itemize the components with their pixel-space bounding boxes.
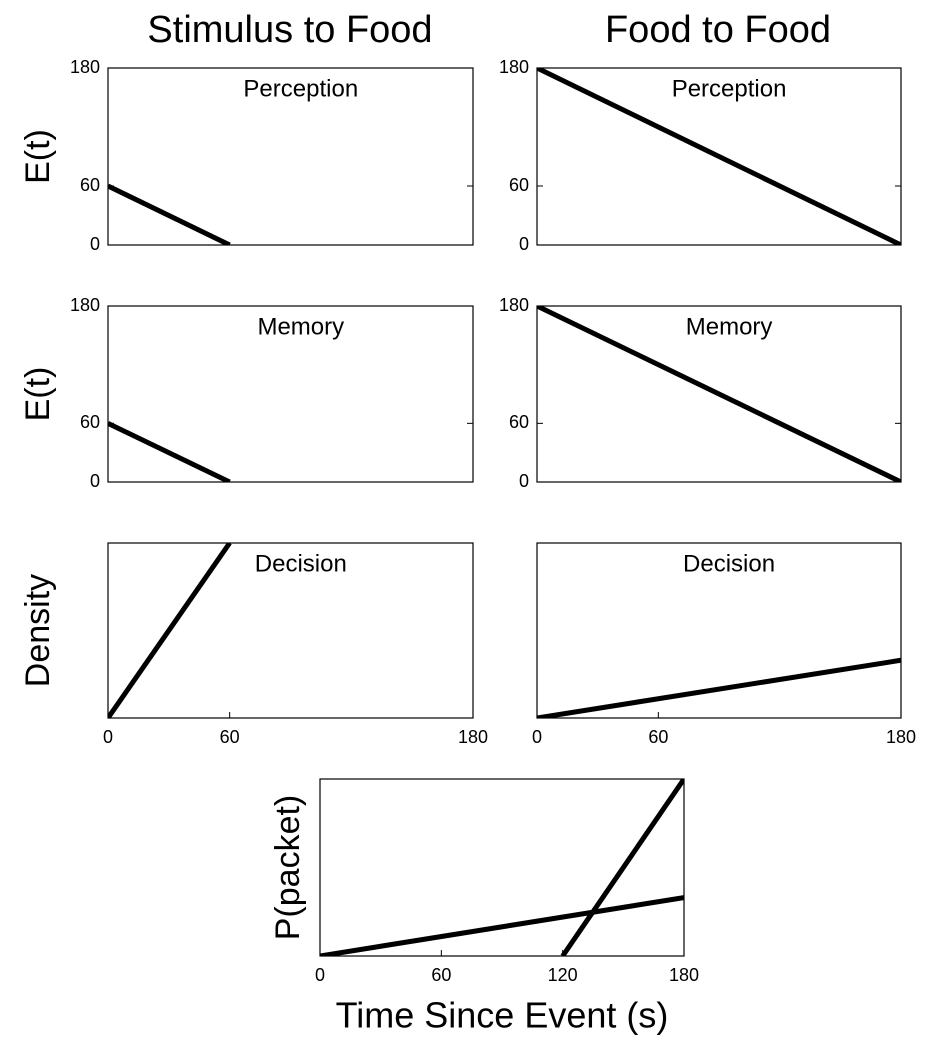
y-tick-label: 0 — [519, 471, 529, 491]
x-tick-label: 180 — [458, 727, 488, 747]
panel-annotation: Perception — [672, 75, 787, 102]
x-axis-label: Time Since Event (s) — [336, 995, 669, 1036]
data-line — [537, 657, 901, 718]
y-axis-label: E(t) — [19, 367, 57, 422]
data-line — [108, 183, 231, 245]
axes-frame — [319, 778, 685, 957]
y-axis-label: E(t) — [19, 129, 57, 184]
axes-frame — [536, 542, 902, 719]
panel-annotation: Decision — [255, 550, 347, 577]
panel-annotation: Perception — [243, 75, 358, 102]
axes-frame — [107, 542, 474, 719]
axes-frame — [536, 305, 902, 483]
x-tick-label: 0 — [315, 965, 325, 985]
column-title: Food to Food — [605, 9, 831, 51]
y-tick-label: 180 — [70, 57, 100, 77]
column-title: Stimulus to Food — [147, 9, 432, 51]
data-line — [537, 68, 901, 245]
panel-annotation: Memory — [257, 313, 344, 340]
x-tick-label: 120 — [548, 965, 578, 985]
x-tick-label: 0 — [532, 727, 542, 747]
panel-annotation: Memory — [686, 313, 773, 340]
data-line — [320, 895, 684, 956]
x-tick-label: 180 — [886, 727, 916, 747]
x-tick-label: 0 — [103, 727, 113, 747]
data-line — [560, 779, 684, 956]
y-tick-label: 180 — [499, 295, 529, 315]
x-tick-label: 180 — [669, 965, 699, 985]
y-tick-label: 60 — [80, 412, 100, 432]
y-tick-label: 60 — [80, 175, 100, 195]
x-tick-label: 60 — [431, 965, 451, 985]
data-line — [108, 421, 231, 482]
y-tick-label: 60 — [509, 412, 529, 432]
x-tick-label: 60 — [220, 727, 240, 747]
y-tick-label: 0 — [519, 234, 529, 254]
y-tick-label: 0 — [90, 234, 100, 254]
x-tick-label: 60 — [648, 727, 668, 747]
y-tick-label: 0 — [90, 471, 100, 491]
data-line — [537, 306, 901, 482]
y-tick-label: 60 — [509, 175, 529, 195]
axes-frame — [107, 67, 474, 246]
y-axis-label: Density — [19, 574, 57, 687]
panel-annotation: Decision — [683, 550, 775, 577]
y-tick-label: 180 — [70, 295, 100, 315]
y-axis-label: P(packet) — [269, 795, 307, 941]
data-line — [108, 543, 232, 718]
axes-frame — [536, 67, 902, 246]
axes-frame — [107, 305, 474, 483]
y-tick-label: 180 — [499, 57, 529, 77]
